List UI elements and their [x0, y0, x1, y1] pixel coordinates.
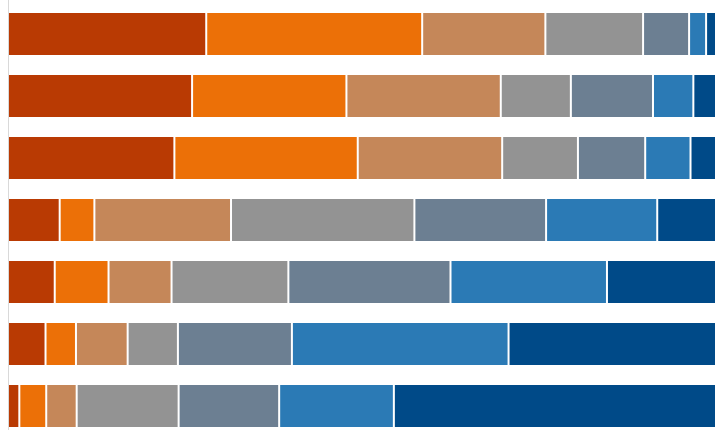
bar-segment-row4-series3 [95, 199, 231, 241]
bar-segment-row5-series6 [451, 261, 606, 303]
bar-segment-row2-series5 [571, 75, 652, 117]
bar-segment-row3-series4 [503, 137, 577, 179]
bar-segment-row4-series7 [658, 199, 715, 241]
bar-segment-row4-series1 [9, 199, 59, 241]
bar-segment-row2-series6 [653, 75, 693, 117]
bar-segment-row3-series2 [175, 137, 357, 179]
bar-segment-row4-series5 [415, 199, 546, 241]
bar-segment-row5-series2 [55, 261, 108, 303]
bar-segment-row7-series5 [179, 385, 279, 427]
bar-segment-row3-series7 [691, 137, 715, 179]
bar-segment-row5-series4 [172, 261, 288, 303]
bar-segment-row1-series2 [207, 13, 422, 55]
bar-row-5 [9, 261, 715, 303]
bar-segment-row1-series1 [9, 13, 206, 55]
bar-segment-row7-series2 [20, 385, 46, 427]
bar-row-7 [9, 385, 715, 427]
bar-segment-row3-series6 [646, 137, 690, 179]
bar-segment-row6-series5 [178, 323, 291, 365]
bar-segment-row6-series2 [46, 323, 75, 365]
bar-segment-row1-series7 [707, 13, 715, 55]
bar-segment-row3-series5 [578, 137, 645, 179]
bar-segment-row5-series1 [9, 261, 54, 303]
bar-segment-row2-series2 [193, 75, 346, 117]
bar-row-4 [9, 199, 715, 241]
bar-segment-row5-series7 [607, 261, 715, 303]
bar-segment-row7-series7 [394, 385, 715, 427]
bar-segment-row6-series1 [9, 323, 45, 365]
bar-row-6 [9, 323, 715, 365]
bar-segment-row4-series4 [232, 199, 414, 241]
bar-segment-row4-series2 [60, 199, 94, 241]
bar-segment-row6-series6 [292, 323, 508, 365]
bar-segment-row2-series7 [694, 75, 715, 117]
bar-segment-row7-series6 [280, 385, 393, 427]
bar-segment-row5-series3 [109, 261, 171, 303]
bar-segment-row5-series5 [289, 261, 450, 303]
bar-segment-row7-series4 [77, 385, 178, 427]
bar-segment-row2-series1 [9, 75, 192, 117]
bar-segment-row7-series1 [9, 385, 19, 427]
bar-row-1 [9, 13, 715, 55]
bar-segment-row6-series3 [76, 323, 127, 365]
bar-segment-row2-series3 [347, 75, 500, 117]
bar-segment-row1-series3 [423, 13, 545, 55]
bar-segment-row3-series3 [358, 137, 502, 179]
bar-segment-row6-series7 [509, 323, 715, 365]
bar-segment-row4-series6 [547, 199, 657, 241]
bar-row-3 [9, 137, 715, 179]
bar-segment-row1-series4 [546, 13, 643, 55]
bar-segment-row6-series4 [128, 323, 177, 365]
bar-segment-row3-series1 [9, 137, 174, 179]
bar-segment-row1-series6 [690, 13, 706, 55]
bar-segments [9, 13, 715, 427]
bar-segment-row1-series5 [644, 13, 689, 55]
bar-segment-row2-series4 [501, 75, 570, 117]
bar-segment-row7-series3 [47, 385, 76, 427]
bar-row-2 [9, 75, 715, 117]
